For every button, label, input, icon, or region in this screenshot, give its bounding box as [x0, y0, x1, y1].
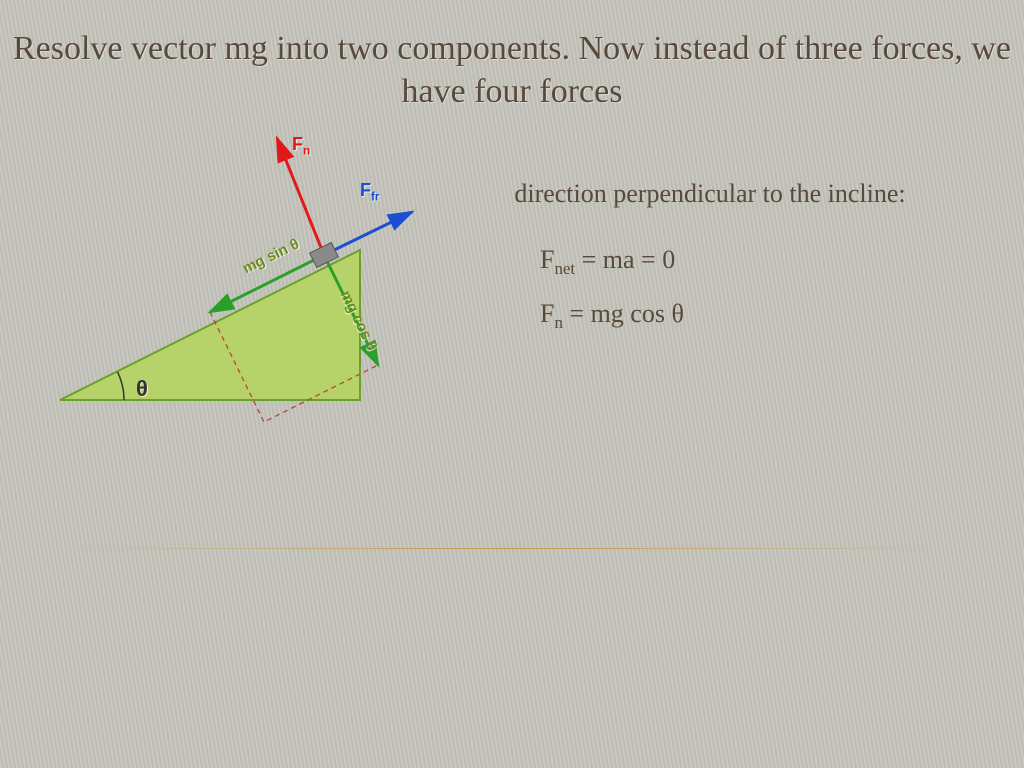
equation-fn: Fn = mg cos θ: [540, 295, 980, 336]
label-ffr: Ffr: [360, 180, 379, 204]
right-text-block: direction perpendicular to the incline: …: [440, 175, 980, 350]
perpendicular-heading: direction perpendicular to the incline:: [440, 175, 980, 213]
accent-rule: [60, 548, 960, 549]
diagram-svg: [40, 120, 440, 450]
label-fn: Fn: [292, 134, 310, 158]
equation-fnet: Fnet = ma = 0: [540, 241, 980, 282]
slide-title: Resolve vector mg into two components. N…: [0, 28, 1024, 113]
label-theta: θ: [136, 376, 148, 402]
incline-diagram: Fn Ffr mg sin θ mg cos θ θ: [40, 120, 440, 450]
